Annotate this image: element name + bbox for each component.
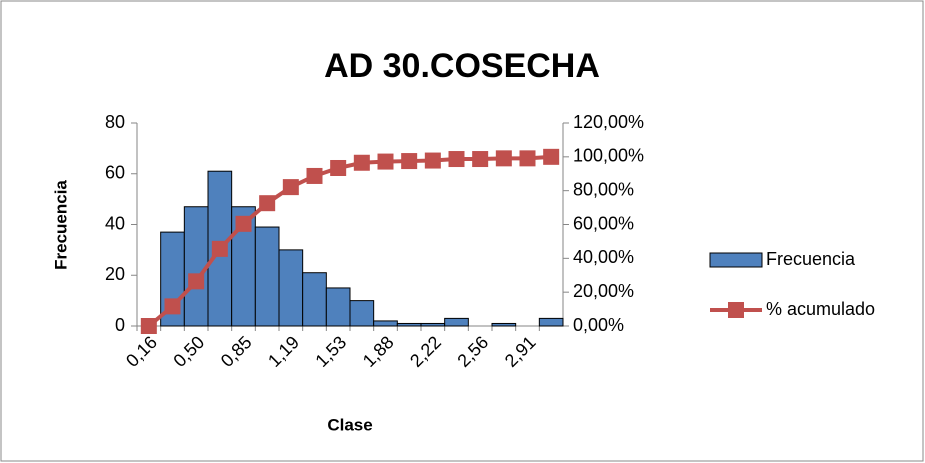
y-tick-label: 40 [105,213,125,233]
marker [259,195,276,212]
marker [188,273,205,290]
chart-title: AD 30.COSECHA [324,47,600,85]
bar [420,322,446,327]
y2-tick-label: 120,00% [573,112,644,132]
y-tick-label: 80 [105,112,125,132]
marker [140,318,157,334]
legend-label: % acumulado [766,299,875,319]
y-tick-label: 0 [115,315,125,335]
marker [353,154,370,171]
y-tick-label: 60 [105,163,125,183]
marker [519,150,536,167]
y2-tick-label: 60,00% [573,213,634,233]
bar [538,317,564,327]
marker [211,240,228,257]
bar [302,272,327,327]
y2-tick-label: 0,00% [573,315,624,335]
marker [448,151,465,168]
x-axis-title: Clase [327,415,372,434]
bar [183,206,209,327]
bar [444,317,469,327]
bar [349,300,375,327]
legend-swatch [709,252,763,268]
bar [373,320,398,327]
y2-tick-label: 20,00% [573,281,634,301]
marker [401,153,418,170]
marker [495,150,512,167]
marker [377,153,394,170]
bar [396,322,422,327]
marker [472,151,489,168]
marker [424,152,441,169]
marker [235,215,252,232]
bar [278,249,304,327]
legend-marker [728,302,744,318]
marker [164,298,181,315]
marker [543,148,560,165]
y2-tick-label: 40,00% [573,247,634,267]
legend-label: Frecuencia [766,249,856,269]
y-axis-title: Frecuencia [51,180,70,270]
marker [306,167,323,184]
y-tick-label: 20 [105,264,125,284]
marker [282,179,299,196]
bar [491,322,517,327]
y2-tick-label: 80,00% [573,179,634,199]
marker [330,159,347,176]
bar [325,287,351,327]
y2-tick-label: 100,00% [573,146,644,166]
bar [254,226,280,327]
